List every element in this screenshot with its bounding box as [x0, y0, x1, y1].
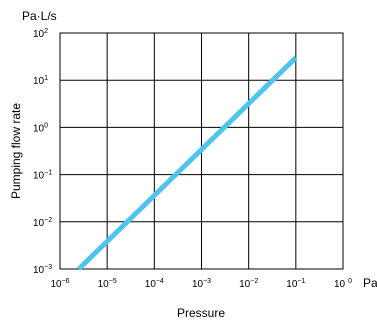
- y-tick-label-0: 102: [33, 28, 48, 40]
- x-tick-labels: 10−6 10−5 10−4 10−3 10−2 10−1 10 0: [50, 278, 352, 290]
- x-tick-label-3: 10−3: [192, 278, 211, 290]
- x-tick-label-4: 10−2: [239, 278, 258, 290]
- x-axis-title: Pressure: [177, 306, 225, 320]
- x-tick-label-0: 10−6: [50, 278, 69, 290]
- x-tick-label-6: 10 0: [334, 278, 352, 290]
- x-tick-label-1: 10−5: [98, 278, 117, 290]
- series-line-0: [77, 55, 298, 271]
- y-axis-title: Pumping flow rate: [9, 103, 23, 199]
- y-tick-label-5: 10−3: [33, 264, 52, 276]
- x-axis-unit: Pa: [363, 276, 377, 290]
- chart-grid: [60, 33, 343, 269]
- y-tick-label-1: 101: [33, 75, 48, 87]
- y-axis-unit: Pa·L/s: [22, 9, 57, 23]
- x-tick-label-5: 10−1: [286, 278, 305, 290]
- y-tick-label-3: 10−1: [33, 170, 52, 182]
- y-tick-label-2: 100: [33, 122, 48, 134]
- x-tick-label-2: 10−4: [145, 278, 164, 290]
- plot-frame: [59, 32, 344, 270]
- chart-series: [77, 55, 298, 271]
- y-tick-label-4: 10−2: [33, 217, 52, 229]
- y-tick-labels: 102 101 100 10−1 10−2 10−3: [33, 28, 52, 276]
